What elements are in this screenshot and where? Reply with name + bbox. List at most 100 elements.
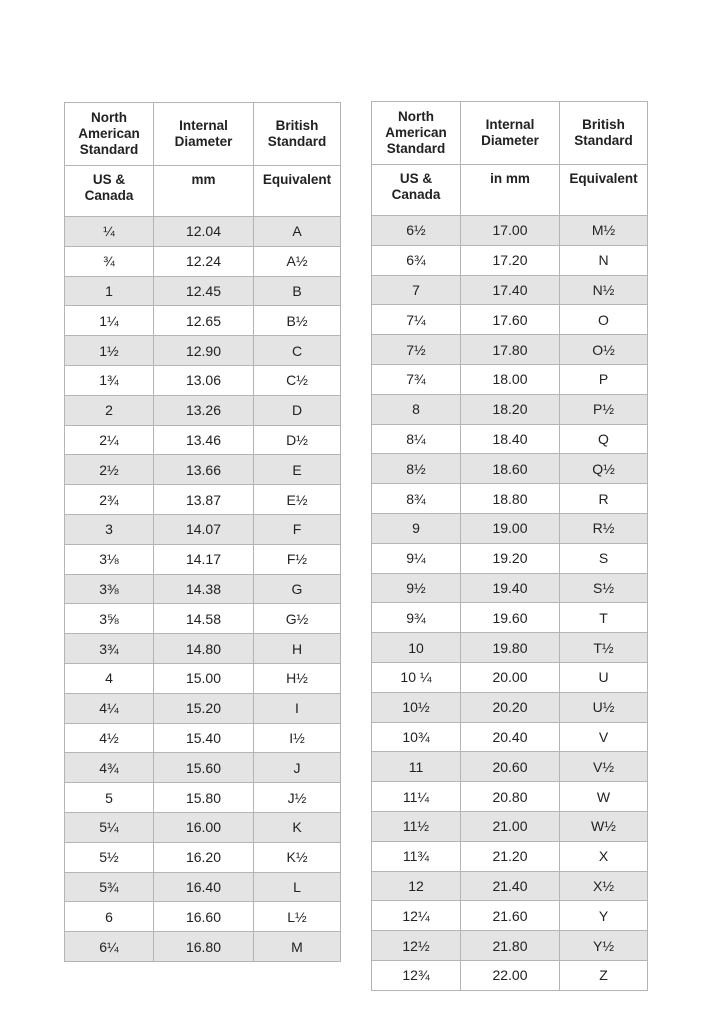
data-cell: 13.26 (153, 394, 254, 426)
data-row: 12 21.40 X½ (371, 870, 648, 902)
data-row: 9¾ 19.60 T (371, 602, 648, 634)
data-row: 2¾ 13.87 E½ (64, 484, 341, 515)
data-cell: N½ (559, 274, 648, 306)
data-cell: 8¾ (371, 483, 461, 514)
data-cell: V (559, 721, 648, 753)
data-row: 7½ 17.80 O½ (371, 334, 648, 365)
data-cell: 2½ (64, 454, 154, 486)
data-cell: E½ (253, 484, 341, 515)
data-cell: 13.46 (153, 424, 254, 456)
data-cell: 16.80 (153, 931, 254, 962)
data-cell: 12¼ (371, 900, 461, 932)
data-cell: 17.80 (460, 334, 560, 365)
data-row: 9½ 19.40 S½ (371, 572, 648, 604)
data-cell: 15.20 (153, 692, 254, 724)
data-cell: 18.60 (460, 453, 560, 485)
size-table: North American Standard Internal Diameter… (64, 102, 341, 962)
data-cell: 12.04 (153, 216, 254, 247)
data-cell: 16.00 (153, 811, 254, 843)
data-row: 6 16.60 L½ (64, 901, 341, 933)
data-cell: 7¾ (371, 363, 461, 395)
data-row: 9 19.00 R½ (371, 512, 648, 544)
data-cell: 16.20 (153, 841, 254, 873)
data-cell: H (253, 633, 341, 664)
data-cell: 3⅛ (64, 543, 154, 575)
data-cell: 14.07 (153, 513, 254, 545)
data-cell: 11½ (371, 810, 461, 842)
data-row: 8¼ 18.40 Q (371, 423, 648, 455)
data-cell: 22.00 (460, 959, 560, 991)
data-cell: 19.40 (460, 572, 560, 604)
data-row: 4¼ 15.20 I (64, 692, 341, 724)
data-cell: U (559, 661, 648, 693)
data-cell: 7½ (371, 334, 461, 365)
data-cell: 21.00 (460, 810, 560, 842)
data-cell: 4½ (64, 722, 154, 754)
data-cell: C½ (253, 364, 341, 396)
data-cell: E (253, 454, 341, 486)
data-cell: L½ (253, 901, 341, 933)
header-cell: mm (153, 165, 254, 217)
data-cell: 12.65 (153, 305, 254, 337)
data-row: 9¼ 19.20 S (371, 542, 648, 574)
data-row: 3⅝ 14.58 G½ (64, 603, 341, 635)
data-cell: L (253, 871, 341, 903)
header-cell: in mm (460, 164, 560, 216)
data-cell: 15.60 (153, 752, 254, 784)
data-cell: Y½ (559, 930, 648, 961)
data-cell: 11¼ (371, 781, 461, 812)
data-cell: 17.00 (460, 215, 560, 246)
data-cell: P½ (559, 393, 648, 425)
data-cell: 21.20 (460, 840, 560, 872)
data-cell: 1¼ (64, 305, 154, 337)
data-cell: Q½ (559, 453, 648, 485)
data-cell: 10¾ (371, 721, 461, 753)
data-cell: X (559, 840, 648, 872)
data-cell: 17.20 (460, 244, 560, 276)
header-cell: North American Standard (64, 102, 154, 166)
data-cell: I (253, 692, 341, 724)
data-cell: 17.40 (460, 274, 560, 306)
data-cell: 7 (371, 274, 461, 306)
data-row: 1¾ 13.06 C½ (64, 364, 341, 396)
data-cell: I½ (253, 722, 341, 754)
data-row: 3⅜ 14.38 G (64, 573, 341, 605)
data-cell: 16.60 (153, 901, 254, 933)
data-cell: 7¼ (371, 304, 461, 336)
data-cell: 14.80 (153, 633, 254, 664)
data-cell: 3 (64, 513, 154, 545)
header-row: North American Standard Internal Diameter… (64, 102, 341, 166)
data-row: 5¼ 16.00 K (64, 811, 341, 843)
header-cell: Internal Diameter (153, 102, 254, 166)
data-cell: M½ (559, 215, 648, 246)
header-cell: Equivalent (253, 165, 341, 217)
data-cell: S½ (559, 572, 648, 604)
data-row: 3 14.07 F (64, 513, 341, 545)
data-cell: 9 (371, 512, 461, 544)
data-cell: R (559, 483, 648, 514)
header-cell: British Standard (253, 102, 341, 166)
data-row: 8¾ 18.80 R (371, 483, 648, 514)
data-row: 10¾ 20.40 V (371, 721, 648, 753)
data-cell: 5½ (64, 841, 154, 873)
data-row: 8 18.20 P½ (371, 393, 648, 425)
data-row: 1½ 12.90 C (64, 335, 341, 366)
data-cell: 20.20 (460, 691, 560, 723)
data-row: 11¼ 20.80 W (371, 781, 648, 812)
data-cell: G (253, 573, 341, 605)
data-cell: G½ (253, 603, 341, 635)
data-row: 4 15.00 H½ (64, 662, 341, 694)
data-cell: 18.80 (460, 483, 560, 514)
data-cell: S (559, 542, 648, 574)
size-table: North American Standard Internal Diameter… (371, 101, 648, 991)
header-row: US & Canada in mm Equivalent (371, 164, 648, 216)
data-row: 12¾ 22.00 Z (371, 959, 648, 991)
data-cell: 10 ¼ (371, 661, 461, 693)
data-cell: 5 (64, 782, 154, 813)
data-cell: 14.58 (153, 603, 254, 635)
data-cell: 20.40 (460, 721, 560, 753)
data-cell: H½ (253, 662, 341, 694)
data-cell: 16.40 (153, 871, 254, 903)
data-row: 2 13.26 D (64, 394, 341, 426)
